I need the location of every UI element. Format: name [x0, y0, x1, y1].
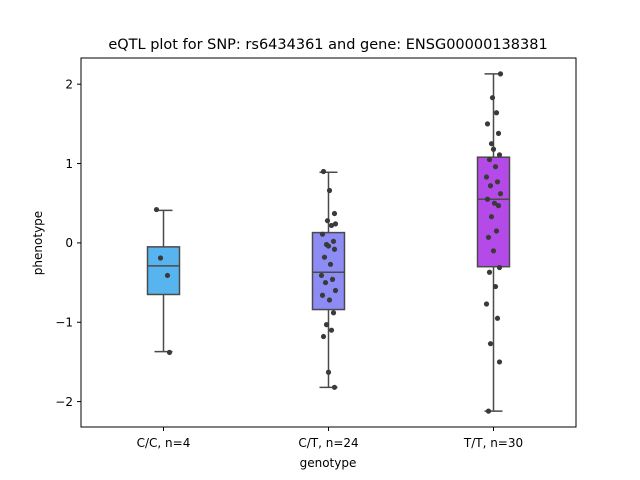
data-point	[490, 146, 497, 152]
data-point	[493, 110, 500, 116]
data-point	[319, 292, 326, 298]
data-point	[491, 200, 498, 206]
data-point	[483, 301, 490, 307]
data-point	[489, 95, 496, 101]
data-point	[490, 248, 497, 254]
box-group-1	[146, 206, 181, 356]
data-point	[488, 141, 495, 147]
data-point	[487, 341, 494, 347]
data-point	[483, 174, 490, 180]
data-point	[486, 156, 493, 163]
data-point	[326, 187, 333, 194]
data-point	[322, 279, 329, 286]
y-tick-label: 1	[65, 157, 73, 171]
data-point	[493, 228, 500, 234]
data-point	[492, 164, 499, 170]
data-point	[484, 196, 491, 202]
data-point	[484, 121, 491, 127]
data-point	[330, 238, 337, 244]
data-point	[324, 218, 331, 224]
x-axis-label: genotype	[300, 456, 357, 470]
data-point	[488, 214, 495, 220]
data-point	[496, 152, 503, 158]
data-point	[321, 254, 328, 260]
y-tick-label: −2	[55, 395, 73, 409]
data-point	[323, 322, 330, 328]
box-group-3	[476, 71, 511, 414]
data-point	[325, 369, 332, 375]
data-point	[157, 255, 164, 261]
data-point	[164, 272, 171, 279]
data-point	[331, 384, 338, 390]
data-point	[328, 327, 335, 333]
data-point	[494, 179, 501, 185]
data-point	[496, 264, 503, 271]
data-point	[318, 272, 325, 279]
data-point	[319, 231, 326, 237]
data-point	[332, 287, 339, 294]
y-tick-label: −1	[55, 316, 73, 330]
data-point	[332, 221, 339, 227]
x-tick-label: C/C, n=4	[137, 436, 191, 450]
data-point	[327, 261, 334, 267]
x-tick-label: T/T, n=30	[463, 436, 523, 450]
data-point	[326, 297, 333, 303]
y-axis: −2 −1 0 1 2	[55, 77, 81, 409]
plot-area	[146, 71, 511, 414]
data-point	[328, 222, 335, 229]
data-point	[487, 183, 494, 189]
data-point	[320, 168, 327, 175]
data-point	[494, 315, 501, 321]
y-tick-label: 0	[65, 236, 73, 250]
data-point	[495, 130, 502, 136]
box	[146, 246, 181, 296]
data-point	[485, 408, 492, 414]
chart-title: eQTL plot for SNP: rs6434361 and gene: E…	[108, 37, 547, 53]
data-point	[330, 310, 337, 316]
data-point	[331, 210, 338, 217]
box-group-2	[311, 168, 346, 390]
x-axis: C/C, n=4 C/T, n=24 T/T, n=30	[137, 427, 523, 450]
y-axis-label: phenotype	[31, 211, 45, 275]
data-point	[486, 269, 493, 275]
data-point	[153, 206, 160, 213]
data-point	[492, 283, 499, 290]
data-point	[497, 191, 504, 197]
data-point	[496, 359, 503, 365]
data-point	[485, 234, 492, 240]
x-tick-label: C/T, n=24	[298, 436, 358, 450]
data-point	[497, 71, 504, 77]
y-tick-label: 2	[65, 77, 73, 91]
data-point	[331, 246, 338, 252]
data-point	[495, 203, 502, 209]
data-point	[329, 276, 336, 282]
data-point	[166, 349, 173, 356]
data-point	[325, 243, 332, 249]
data-point	[320, 333, 327, 340]
